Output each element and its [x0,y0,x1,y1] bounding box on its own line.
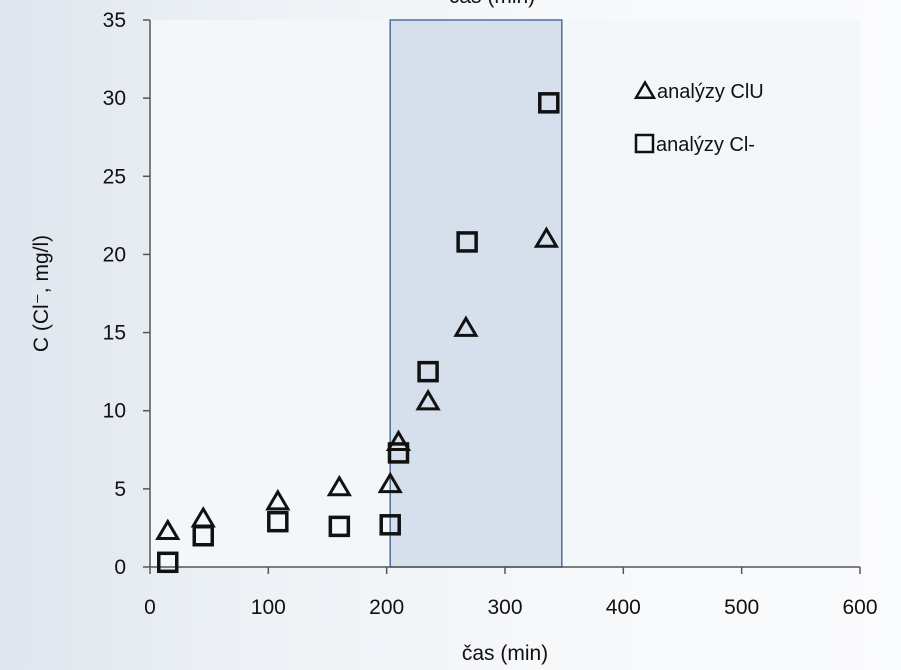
triangle-marker [453,315,479,337]
square-marker [417,360,439,383]
square-marker [456,231,478,253]
data-markers [155,92,560,574]
x-tick-label: 100 [251,596,286,619]
axes [143,19,861,574]
y-tick-label: 0 [114,556,126,579]
x-tick-label: 500 [724,596,759,619]
legend-label-clu: analýzy ClU [657,81,764,103]
highlight-region [389,19,563,568]
y-tick-label: 15 [103,322,126,345]
legend: analýzy ClU analýzy Cl- [633,79,764,156]
triangle-marker [326,474,352,497]
triangle-marker [265,488,291,511]
x-tick-label: 600 [842,596,877,619]
square-marker [157,551,179,574]
square-marker [538,92,560,114]
square-marker [267,510,289,533]
y-tick-label: 25 [103,165,126,188]
y-tick-label: 20 [103,243,126,266]
legend-label-cl: analýzy Cl- [656,134,755,156]
triangle-marker [377,471,403,494]
legend-triangle-icon [633,79,657,99]
triangle-marker [415,388,441,411]
y-tick-labels: 0 5 10 15 20 25 30 35 [103,9,126,579]
legend-square-icon [634,133,655,154]
top-axis-label: čas (min) [449,0,535,8]
x-tick-labels: 0 100 200 300 400 500 600 [144,596,877,619]
x-tick-label: 200 [369,596,404,619]
triangle-marker [533,226,560,248]
x-tick-label: 400 [606,596,641,619]
x-tick-label: 0 [144,596,156,619]
square-marker [328,515,351,538]
triangle-marker [385,429,412,451]
x-tick-label: 300 [487,596,522,619]
legend-item-triangle: analýzy ClU [633,79,764,103]
square-marker [387,442,410,464]
square-marker [379,514,401,536]
triangle-marker [155,518,181,541]
x-axis-title: čas (min) [462,642,548,665]
y-tick-label: 35 [103,9,126,32]
y-axis-title: C (Cl⁻, mg/l) [30,235,53,352]
square-marker [192,524,214,547]
y-tick-label: 10 [103,400,126,423]
y-tick-label: 5 [114,478,126,501]
legend-item-square: analýzy Cl- [634,133,755,156]
y-tick-label: 30 [103,87,126,110]
